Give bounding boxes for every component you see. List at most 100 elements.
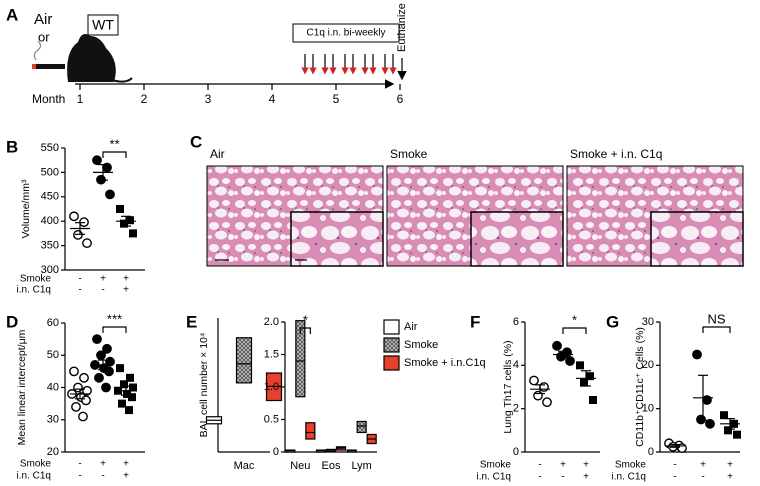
y-axis-label: Mean linear intercept/μm [16, 329, 28, 445]
condition-sign: - [78, 285, 81, 296]
data-point [102, 343, 112, 354]
data-point [125, 406, 133, 415]
significance-label: * [303, 312, 308, 327]
condition-sign: - [538, 460, 541, 471]
legend-swatch [383, 319, 400, 335]
axis-label: Month [32, 92, 65, 106]
data-point [720, 411, 728, 420]
x-tick-label: Neu [290, 460, 310, 472]
condition-sign: + [727, 472, 733, 483]
y-tick-label: 2.0 [264, 316, 279, 328]
panel-letter: C [190, 132, 202, 151]
data-point [82, 238, 92, 249]
significance-bracket [102, 326, 127, 333]
condition-sign: + [727, 460, 733, 471]
y-tick-label: 550 [41, 142, 59, 154]
data-point [116, 205, 124, 213]
significance-label: NS [707, 311, 725, 326]
data-point [533, 390, 543, 401]
panel-letter: D [6, 312, 18, 331]
image-label: Smoke + i.n. C1q [570, 147, 662, 161]
legend-label: Air [404, 321, 418, 333]
condition-sign: - [673, 472, 676, 483]
condition-sign: + [123, 471, 129, 482]
x-tick-label: Eos [322, 460, 341, 472]
data-point [576, 361, 584, 370]
data-point [586, 372, 594, 381]
y-tick-label: 20 [47, 446, 59, 458]
condition-sign: - [101, 471, 104, 482]
data-point [81, 395, 91, 406]
data-point [126, 373, 134, 382]
condition-sign: + [100, 459, 106, 470]
exposure-label: Air [34, 11, 52, 28]
data-point [539, 382, 549, 392]
data-point [589, 396, 597, 404]
data-point [78, 411, 88, 422]
y-tick-label: 400 [41, 215, 59, 227]
box [295, 320, 306, 398]
treatment-box [292, 23, 400, 43]
condition-sign: + [123, 285, 129, 296]
significance-bracket [562, 327, 587, 334]
y-tick-label: 30 [47, 414, 59, 426]
x-tick-label: Lym [351, 460, 371, 472]
box [305, 422, 316, 440]
legend-swatch [383, 337, 400, 353]
significance-bracket [702, 326, 731, 333]
condition-label: Smoke [20, 274, 52, 285]
y-tick-label: 350 [41, 240, 59, 252]
end-label: Euthanize [396, 3, 408, 52]
y-tick-label: 1.5 [264, 348, 279, 360]
box [356, 420, 367, 434]
data-point [705, 418, 715, 429]
y-tick-label: 0 [648, 446, 654, 458]
y-tick-label: 40 [47, 381, 59, 393]
box [235, 337, 253, 384]
time-tick-label: 5 [333, 92, 340, 106]
y-tick-label: 0 [273, 446, 279, 458]
data-point [724, 426, 732, 435]
data-point [126, 216, 134, 225]
data-point [542, 397, 552, 408]
data-point [96, 350, 106, 361]
panel-letter: A [6, 5, 18, 24]
micrograph-inset [470, 211, 564, 267]
data-point [92, 155, 102, 166]
condition-label: i.n. C1q [17, 285, 51, 296]
time-tick-label: 2 [141, 92, 148, 106]
data-point [696, 414, 706, 425]
y-tick-label: 500 [41, 166, 59, 178]
data-point [120, 219, 128, 228]
panel-letter: E [186, 312, 197, 331]
data-point [129, 383, 137, 392]
histology-panel [206, 165, 744, 267]
condition-sign: - [673, 460, 676, 471]
legend-swatch [383, 355, 400, 371]
condition-sign: - [561, 472, 564, 483]
data-point [733, 430, 741, 439]
panel-letter: F [470, 312, 480, 331]
data-point [92, 334, 102, 345]
data-point [128, 393, 136, 402]
time-tick-label: 6 [397, 92, 404, 106]
condition-sign: - [701, 472, 704, 483]
data-point [123, 389, 131, 398]
y-axis-label: Lung Th17 cells (%) [502, 340, 514, 433]
significance-label: * [572, 312, 577, 327]
condition-label: Smoke [615, 460, 647, 471]
condition-sign: - [101, 285, 104, 296]
data-point [702, 395, 712, 405]
legend-label: Smoke [404, 339, 438, 351]
condition-sign: + [583, 460, 589, 471]
condition-sign: - [78, 471, 81, 482]
condition-sign: + [700, 460, 706, 471]
panel-letter: G [606, 312, 619, 331]
image-label: Air [210, 147, 225, 161]
x-tick-label: Mac [234, 460, 255, 472]
data-point [120, 380, 128, 389]
condition-label: i.n. C1q [17, 471, 51, 482]
condition-label: i.n. C1q [612, 472, 646, 483]
cigarette [32, 40, 65, 69]
